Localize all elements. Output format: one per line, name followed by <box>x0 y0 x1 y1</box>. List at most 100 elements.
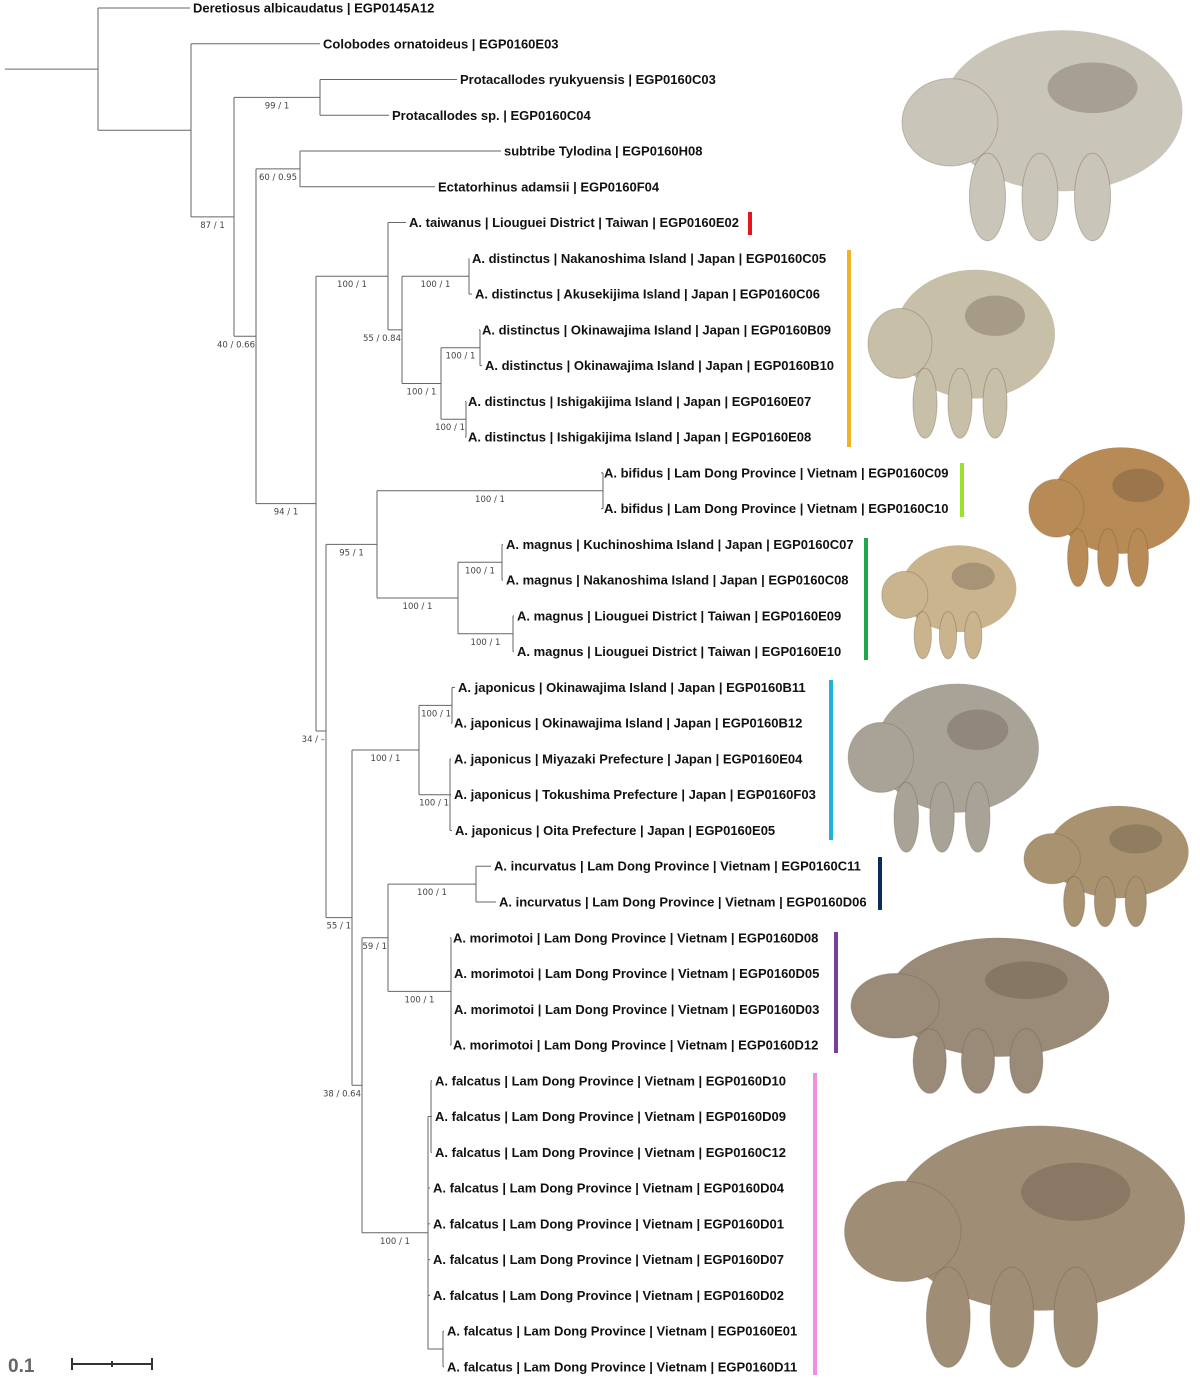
tip-label: A. incurvatus | Lam Dong Province | Viet… <box>494 859 861 874</box>
beetle-head <box>847 721 914 793</box>
clade-bar <box>878 857 882 910</box>
beetle-leg <box>1021 152 1059 242</box>
support-value: 100 / 1 <box>407 387 437 397</box>
beetle-leg <box>1063 876 1086 928</box>
beetle-leg <box>1053 1266 1099 1368</box>
beetle-photo <box>1028 447 1190 587</box>
beetle-leg <box>1097 528 1119 587</box>
support-value: 55 / 1 <box>327 922 352 932</box>
tip-label: A. morimotoi | Lam Dong Province | Vietn… <box>453 1038 818 1053</box>
tip-label: A. japonicus | Tokushima Prefecture | Ja… <box>454 787 816 802</box>
support-value: 40 / 0.66 <box>217 340 255 350</box>
beetle-head <box>901 78 999 167</box>
tip-label: A. magnus | Liouguei District | Taiwan |… <box>517 608 841 623</box>
support-value: 60 / 0.95 <box>259 173 297 183</box>
beetle-leg <box>913 611 932 660</box>
beetle-body <box>895 269 1055 399</box>
clade-bar <box>847 250 851 447</box>
support-value: 100 / 1 <box>417 888 447 898</box>
scale-bar: 0.1 <box>8 1356 153 1377</box>
tip-label: A. morimotoi | Lam Dong Province | Vietn… <box>454 966 819 981</box>
beetle-photo <box>867 269 1055 439</box>
beetle-photo <box>881 545 1017 660</box>
support-value: 100 / 1 <box>405 995 435 1005</box>
tip-label: A. falcatus | Lam Dong Province | Vietna… <box>435 1109 786 1124</box>
tip-label: A. distinctus | Nakanoshima Island | Jap… <box>472 251 826 266</box>
tip-label: A. magnus | Nakanoshima Island | Japan |… <box>506 573 849 588</box>
support-value: 100 / 1 <box>475 495 505 505</box>
support-value: 94 / 1 <box>274 508 299 518</box>
support-value: 59 / 1 <box>363 942 388 952</box>
support-value: 34 / – <box>302 735 325 745</box>
beetle-body <box>1047 805 1189 899</box>
beetle-leg <box>964 611 983 660</box>
beetle-photo <box>847 683 1039 853</box>
beetle-leg <box>912 1028 947 1094</box>
beetle-head <box>1023 833 1081 885</box>
tip-label: A. falcatus | Lam Dong Province | Vietna… <box>433 1181 785 1196</box>
support-value: 100 / 1 <box>471 638 501 648</box>
beetle-marking <box>965 295 1025 337</box>
tip-label: A. morimotoi | Lam Dong Province | Vietn… <box>454 1002 819 1017</box>
support-value: 100 / 1 <box>421 709 451 719</box>
clade-bar <box>748 212 752 235</box>
support-value: 100 / 1 <box>371 754 401 764</box>
beetle-leg <box>938 611 958 660</box>
beetle-photo <box>901 30 1183 242</box>
tip-label: Ectatorhinus adamsii | EGP0160F04 <box>438 179 660 194</box>
beetle-body <box>888 937 1110 1057</box>
beetle-leg <box>1093 876 1117 928</box>
tip-label: A. distinctus | Ishigakijima Island | Ja… <box>468 394 811 409</box>
clade-bar <box>834 932 838 1053</box>
tip-label: A. falcatus | Lam Dong Province | Vietna… <box>435 1073 786 1088</box>
beetle-leg <box>1067 528 1089 587</box>
support-value: 100 / 1 <box>380 1237 410 1247</box>
beetle-photo <box>850 937 1110 1094</box>
tip-label: A. magnus | Kuchinoshima Island | Japan … <box>506 537 854 552</box>
beetle-body <box>893 1125 1185 1311</box>
support-value: 95 / 1 <box>339 548 364 558</box>
beetle-head <box>844 1180 962 1283</box>
beetle-leg <box>929 781 955 853</box>
beetle-head <box>1028 478 1085 538</box>
support-value: 100 / 1 <box>337 280 367 290</box>
beetle-body <box>901 545 1017 633</box>
beetle-leg <box>893 781 920 853</box>
beetle-photo <box>844 1125 1185 1368</box>
beetle-photos <box>844 30 1190 1368</box>
tip-label: A. falcatus | Lam Dong Province | Vietna… <box>433 1216 784 1231</box>
beetle-leg <box>947 367 973 439</box>
tree-branches <box>5 7 604 1368</box>
support-value: 100 / 1 <box>435 423 465 433</box>
tip-label: Deretiosus albicaudatus | EGP0145A12 <box>193 1 434 16</box>
support-value: 87 / 1 <box>200 221 225 231</box>
beetle-leg <box>1127 528 1149 587</box>
support-value: 100 / 1 <box>446 352 476 362</box>
tip-label: A. japonicus | Oita Prefecture | Japan |… <box>455 823 775 838</box>
support-value: 100 / 1 <box>465 566 495 576</box>
beetle-marking <box>1112 468 1164 503</box>
support-value: 100 / 1 <box>421 280 451 290</box>
beetle-leg <box>1124 876 1147 928</box>
beetle-marking <box>984 961 1068 999</box>
beetle-leg <box>1009 1028 1044 1094</box>
tip-label: Protacallodes sp. | EGP0160C04 <box>392 108 592 123</box>
tip-label: A. distinctus | Akusekijima Island | Jap… <box>475 287 820 302</box>
support-value: 38 / 0.64 <box>323 1089 361 1099</box>
clade-bar <box>960 463 964 517</box>
beetle-leg <box>969 152 1006 242</box>
tip-label: A. distinctus | Okinawajima Island | Jap… <box>482 322 831 337</box>
beetle-body <box>942 30 1183 192</box>
beetle-body <box>875 683 1039 813</box>
tip-labels: Deretiosus albicaudatus | EGP0145A12 Colo… <box>193 1 948 1375</box>
beetle-photo <box>1023 805 1189 928</box>
beetle-leg <box>960 1028 996 1094</box>
tip-label: A. distinctus | Ishigakijima Island | Ja… <box>468 430 811 445</box>
beetle-leg <box>964 781 991 853</box>
beetle-leg <box>925 1266 971 1368</box>
clade-bars <box>748 212 964 1375</box>
scale-bar-label: 0.1 <box>8 1356 35 1377</box>
beetle-leg <box>982 367 1008 439</box>
tip-label: A. incurvatus | Lam Dong Province | Viet… <box>499 895 867 910</box>
